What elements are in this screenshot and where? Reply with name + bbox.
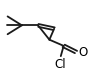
Text: O: O (78, 45, 88, 58)
Text: Cl: Cl (54, 58, 66, 71)
